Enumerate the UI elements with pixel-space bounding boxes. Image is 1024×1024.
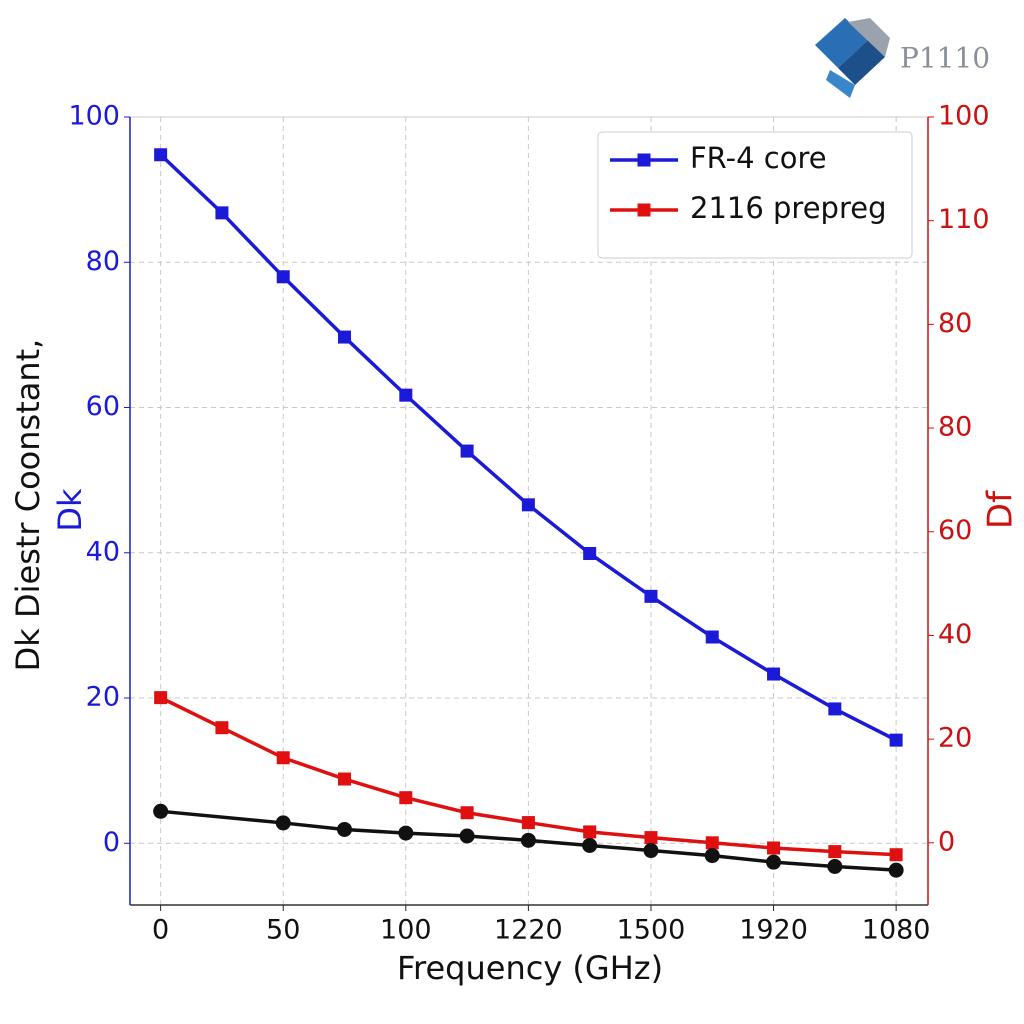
point	[338, 772, 352, 786]
y-tick-label: 80	[86, 246, 120, 277]
y-tick-label: 20	[86, 682, 120, 713]
x-tick-label: 1080	[862, 915, 931, 946]
point	[521, 498, 535, 512]
point	[828, 845, 842, 859]
logo: P1110	[815, 18, 990, 98]
legend-marker	[637, 153, 651, 167]
legend-label: FR-4 core	[690, 141, 827, 175]
y2-tick-label: 100	[938, 101, 990, 132]
y2-tick-label: 60	[938, 515, 972, 546]
y-tick-label: 60	[86, 391, 120, 422]
point	[521, 816, 535, 830]
point	[766, 854, 782, 870]
point	[460, 806, 474, 820]
point	[705, 836, 719, 850]
point	[337, 821, 353, 837]
point	[583, 546, 597, 560]
x-tick-label: 100	[380, 915, 432, 946]
point	[459, 828, 475, 844]
x-axis-label: Frequency (GHz)	[397, 949, 663, 987]
y2-tick-label: 0	[938, 826, 955, 857]
point	[154, 691, 168, 705]
point	[154, 148, 168, 162]
point	[644, 831, 658, 845]
point	[705, 630, 719, 644]
point	[644, 589, 658, 603]
point	[889, 848, 903, 862]
point	[338, 330, 352, 344]
point	[215, 721, 229, 735]
y2-tick-label: 80	[938, 308, 972, 339]
x-tick-label: 0	[152, 915, 169, 946]
point	[153, 803, 169, 819]
point	[276, 270, 290, 284]
x-tick-label: 1920	[739, 915, 808, 946]
point	[583, 825, 597, 839]
y2-axis-label: Df	[981, 490, 1021, 529]
point	[215, 206, 229, 220]
point	[767, 841, 781, 855]
point	[398, 825, 414, 841]
point	[460, 444, 474, 458]
series-line	[160, 809, 897, 872]
point	[643, 843, 659, 859]
x-tick-label: 50	[266, 915, 300, 946]
point	[704, 848, 720, 864]
legend-box	[597, 131, 913, 259]
point	[399, 388, 413, 402]
point	[275, 815, 291, 831]
legend-label: 2116 prepreg	[690, 191, 887, 225]
y-tick-label: 0	[103, 827, 120, 858]
point	[399, 791, 413, 805]
y2-tick-label: 80	[938, 412, 972, 443]
y2-tick-label: 20	[938, 723, 972, 754]
y2-tick-label: 40	[938, 619, 972, 650]
y2-tick-label: 110	[938, 204, 990, 235]
point	[888, 862, 904, 878]
point	[828, 702, 842, 716]
legend-marker	[637, 203, 651, 217]
point	[767, 667, 781, 681]
x-tick-label: 1220	[494, 915, 563, 946]
point	[582, 837, 598, 853]
x-tick-label: 1500	[617, 915, 686, 946]
y-tick-label: 100	[68, 101, 120, 132]
point	[889, 733, 903, 747]
y-axis-label: Dk Diestr Coonstant,	[9, 339, 47, 672]
point	[276, 751, 290, 765]
point	[520, 832, 536, 848]
y-tick-label: 40	[86, 536, 120, 567]
logo-text: P1110	[900, 42, 990, 75]
point	[827, 859, 843, 875]
y-axis-label: Dk	[51, 488, 89, 532]
